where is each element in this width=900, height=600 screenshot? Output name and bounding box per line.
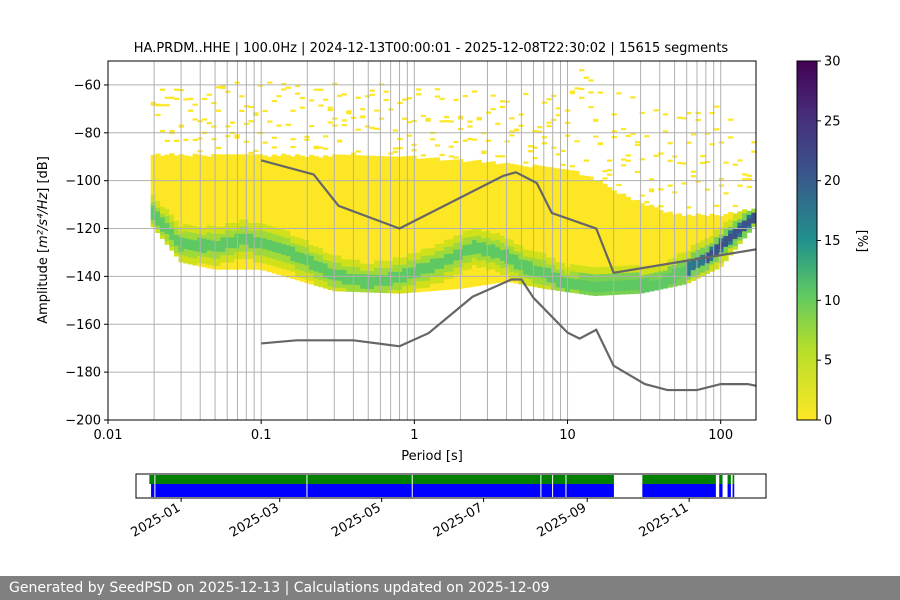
colorbar-label: [%] (854, 230, 869, 253)
colorbar-ticks: 0 5 10 15 20 25 30 (817, 55, 841, 429)
y-axis: −200 −180 −160 −140 −120 −100 −80 −60 (65, 78, 108, 429)
x-tick-label: 100 (708, 428, 733, 443)
y-tick-label: −60 (74, 78, 101, 93)
y-tick-label: −80 (74, 126, 101, 141)
y-axis-label: Amplitude [m²/s⁴/Hz] [dB] (36, 156, 51, 324)
colorbar-tick-label: 5 (824, 354, 832, 369)
grid (108, 61, 756, 420)
data-segment (151, 484, 614, 497)
timeline-axis: 2025-01 2025-03 2025-05 2025-07 2025-09 2025-… (129, 498, 692, 541)
chart-title: HA.PRDM..HHE | 100.0Hz | 2024-12-13T00:0… (134, 41, 729, 56)
colorbar (796, 60, 818, 421)
colorbar-tick-label: 15 (824, 234, 841, 249)
gap-marker (306, 475, 308, 497)
timeline-tick-label: 2025-09 (535, 500, 590, 540)
colorbar-tick-label: 25 (824, 114, 841, 129)
timeline-frame (135, 473, 767, 499)
footer: Generated by SeedPSD on 2025-12-13 | Cal… (0, 576, 900, 600)
gap-marker (540, 475, 542, 497)
timeline-tick-label: 2025-11 (637, 500, 692, 540)
timeline-tick-label: 2025-05 (329, 500, 384, 540)
data-segment (732, 484, 735, 497)
coverage-segment (642, 475, 716, 484)
colorbar-tick-label: 0 (824, 414, 832, 429)
x-axis-label: Period [s] (401, 449, 463, 464)
gap-marker (565, 475, 567, 497)
gap-marker (411, 475, 413, 497)
coverage-segment (732, 475, 735, 484)
y-tick-label: −200 (65, 414, 101, 429)
data-segment (727, 484, 731, 497)
y-tick-label: −160 (65, 318, 101, 333)
y-tick-label: −180 (65, 366, 101, 381)
timeline-tick-label: 2025-07 (431, 500, 486, 540)
coverage-segment (719, 475, 723, 484)
x-tick-label: 1 (410, 428, 418, 443)
model-curves (260, 159, 756, 392)
data-segment (719, 484, 723, 497)
y-tick-label: −120 (65, 222, 101, 237)
coverage-segment (727, 475, 731, 484)
model-curve-2 (261, 278, 756, 392)
y-tick-label: −140 (65, 270, 101, 285)
timeline-tick-label: 2025-03 (227, 500, 282, 540)
colorbar-tick-label: 10 (824, 294, 841, 309)
colorbar-tick-label: 20 (824, 174, 841, 189)
data-segment (642, 484, 716, 497)
plot-frame (107, 60, 757, 421)
x-tick-label: 10 (559, 428, 576, 443)
x-tick-label: 0.1 (251, 428, 272, 443)
y-tick-label: −100 (65, 174, 101, 189)
x-tick-label: 0.01 (94, 428, 123, 443)
psd-figure: HA.PRDM..HHE | 100.0Hz | 2024-12-13T00:0… (36, 41, 869, 541)
model-curve-1 (260, 159, 756, 275)
timeline-bars (149, 475, 735, 497)
colorbar-tick-label: 30 (824, 55, 841, 70)
coverage-segment (149, 475, 614, 484)
gap-marker (154, 475, 156, 497)
gap-marker (552, 475, 554, 497)
x-axis: 0.01 0.1 1 10 100 (94, 420, 733, 443)
timeline-tick-label: 2025-01 (129, 500, 184, 540)
